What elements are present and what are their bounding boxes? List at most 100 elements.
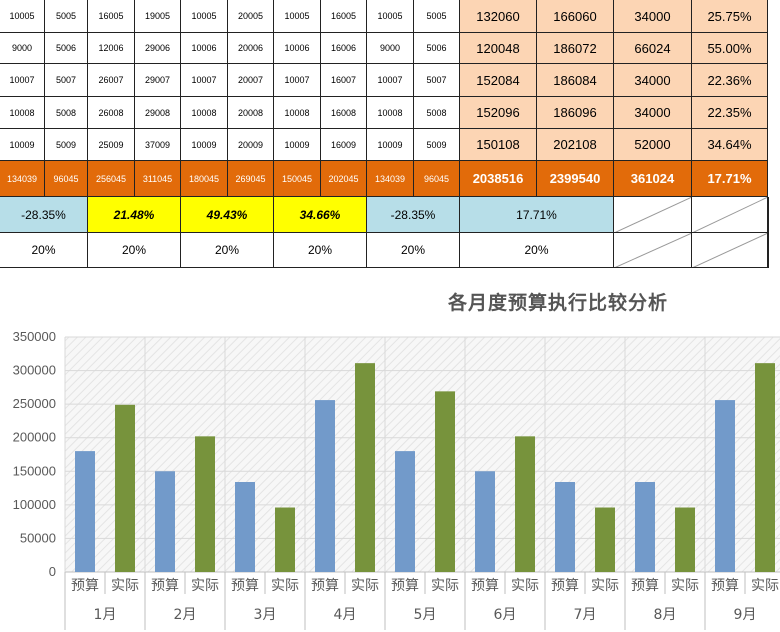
table-cell: 9000	[367, 33, 414, 64]
table-cell: 16007	[321, 64, 367, 97]
bar-budget	[635, 482, 655, 572]
total-cell: 202045	[321, 161, 367, 197]
bar-budget	[475, 471, 495, 572]
sub-category-label: 实际	[271, 578, 299, 594]
table-cell: 12006	[88, 33, 135, 64]
category-label: 4月	[334, 607, 357, 623]
bar-actual	[595, 507, 615, 572]
table-cell: 16005	[321, 0, 367, 33]
table-cell: 16006	[321, 33, 367, 64]
sub-category-label: 实际	[351, 578, 379, 594]
table-cell: 9000	[0, 33, 45, 64]
table-cell: 20006	[228, 33, 274, 64]
total-cell: 361024	[614, 161, 692, 197]
sub-category-label: 预算	[231, 578, 259, 594]
table-cell: 25.75%	[692, 0, 768, 33]
table-cell: 29006	[135, 33, 181, 64]
table-cell: 5007	[414, 64, 460, 97]
total-cell: 2399540	[537, 161, 614, 197]
total-cell: 150045	[274, 161, 321, 197]
target-cell: 20%	[367, 233, 460, 268]
table-cell: 19005	[135, 0, 181, 33]
table-cell: 10006	[181, 33, 228, 64]
rate-cell: 34.66%	[274, 197, 367, 233]
total-cell: 180045	[181, 161, 228, 197]
sub-category-label: 预算	[551, 578, 579, 594]
table-cell: 132060	[460, 0, 537, 33]
bar-budget	[235, 482, 255, 572]
table-cell: 152096	[460, 97, 537, 129]
y-tick-label: 200000	[13, 430, 56, 445]
empty-cell	[614, 197, 692, 233]
table-cell: 10007	[181, 64, 228, 97]
table-cell: 152084	[460, 64, 537, 97]
table-cell: 10008	[274, 97, 321, 129]
bar-actual	[275, 507, 295, 572]
rate-cell: 17.71%	[460, 197, 614, 233]
table-cell: 52000	[614, 129, 692, 161]
data-table: 10005 5005 16005 19005 10005 20005 10005 16005 1…	[0, 0, 780, 268]
budget-chart: 各月度预算执行比较分析 0 50000 100000 150000 200000 2500…	[0, 278, 780, 632]
target-cell: 20%	[88, 233, 181, 268]
empty-cell	[692, 197, 768, 233]
table-cell: 186096	[537, 97, 614, 129]
bar-actual	[435, 391, 455, 572]
sub-category-label: 实际	[111, 578, 139, 594]
total-cell: 134039	[367, 161, 414, 197]
bar-budget	[555, 482, 575, 572]
table-cell: 34000	[614, 0, 692, 33]
table-cell: 25009	[88, 129, 135, 161]
table-cell: 26007	[88, 64, 135, 97]
table-cell: 66024	[614, 33, 692, 64]
empty-cell	[768, 233, 769, 268]
bar-actual	[355, 363, 375, 572]
table-cell: 22.35%	[692, 97, 768, 129]
bar-actual	[755, 363, 775, 572]
category-label: 6月	[494, 607, 517, 623]
table-cell: 22.36%	[692, 64, 768, 97]
target-cell: 20%	[0, 233, 88, 268]
table-cell: 10008	[181, 97, 228, 129]
table-cell: 202108	[537, 129, 614, 161]
target-cell: 20%	[181, 233, 274, 268]
bar-actual	[195, 436, 215, 572]
sub-category-label: 预算	[151, 578, 179, 594]
table-cell: 150108	[460, 129, 537, 161]
table-cell: 10009	[181, 129, 228, 161]
table-cell: 5007	[45, 64, 88, 97]
table-cell: 20008	[228, 97, 274, 129]
total-cell: 256045	[88, 161, 135, 197]
category-label: 3月	[254, 607, 277, 623]
table-cell: 5008	[414, 97, 460, 129]
table-cell: 5006	[414, 33, 460, 64]
total-cell: 311045	[135, 161, 181, 197]
target-cell: 20%	[460, 233, 614, 268]
bar-budget	[315, 400, 335, 572]
bar-budget	[715, 400, 735, 572]
table-cell: 55.00%	[692, 33, 768, 64]
bar-budget	[75, 451, 95, 572]
table-cell: 10007	[367, 64, 414, 97]
chart-svg: 0 50000 100000 150000 200000 250000 300000 3500…	[13, 329, 780, 630]
table-cell: 186072	[537, 33, 614, 64]
sub-category-label: 实际	[431, 578, 459, 594]
sub-category-label: 实际	[671, 578, 699, 594]
y-tick-label: 0	[49, 564, 56, 579]
y-tick-label: 250000	[13, 396, 56, 411]
table-cell: 34000	[614, 64, 692, 97]
total-cell: 269045	[228, 161, 274, 197]
bar-budget	[155, 471, 175, 572]
empty-cell	[614, 233, 692, 268]
y-tick-label: 350000	[13, 329, 56, 344]
target-cell: 20%	[274, 233, 367, 268]
table-cell: 120048	[460, 33, 537, 64]
category-label: 7月	[574, 607, 597, 623]
sub-category-label: 实际	[591, 578, 619, 594]
table-cell: 186084	[537, 64, 614, 97]
category-label: 2月	[174, 607, 197, 623]
table-cell: 16009	[321, 129, 367, 161]
table-cell: 166060	[537, 0, 614, 33]
empty-cell	[768, 197, 769, 233]
table-cell: 10009	[367, 129, 414, 161]
table-cell: 16008	[321, 97, 367, 129]
